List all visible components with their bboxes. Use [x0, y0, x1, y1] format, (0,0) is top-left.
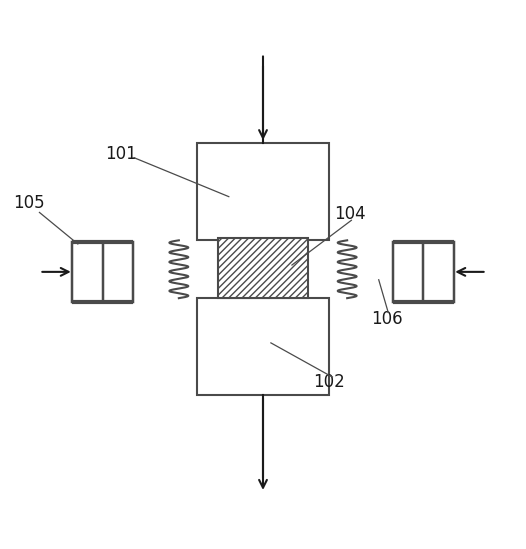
Text: 104: 104 [334, 205, 366, 223]
Text: 102: 102 [313, 373, 345, 391]
Bar [197, 143, 329, 240]
Text: 105: 105 [13, 194, 45, 212]
Text: 101: 101 [105, 144, 137, 163]
Bar [218, 238, 308, 298]
Text: 106: 106 [371, 310, 402, 328]
Bar [197, 298, 329, 395]
